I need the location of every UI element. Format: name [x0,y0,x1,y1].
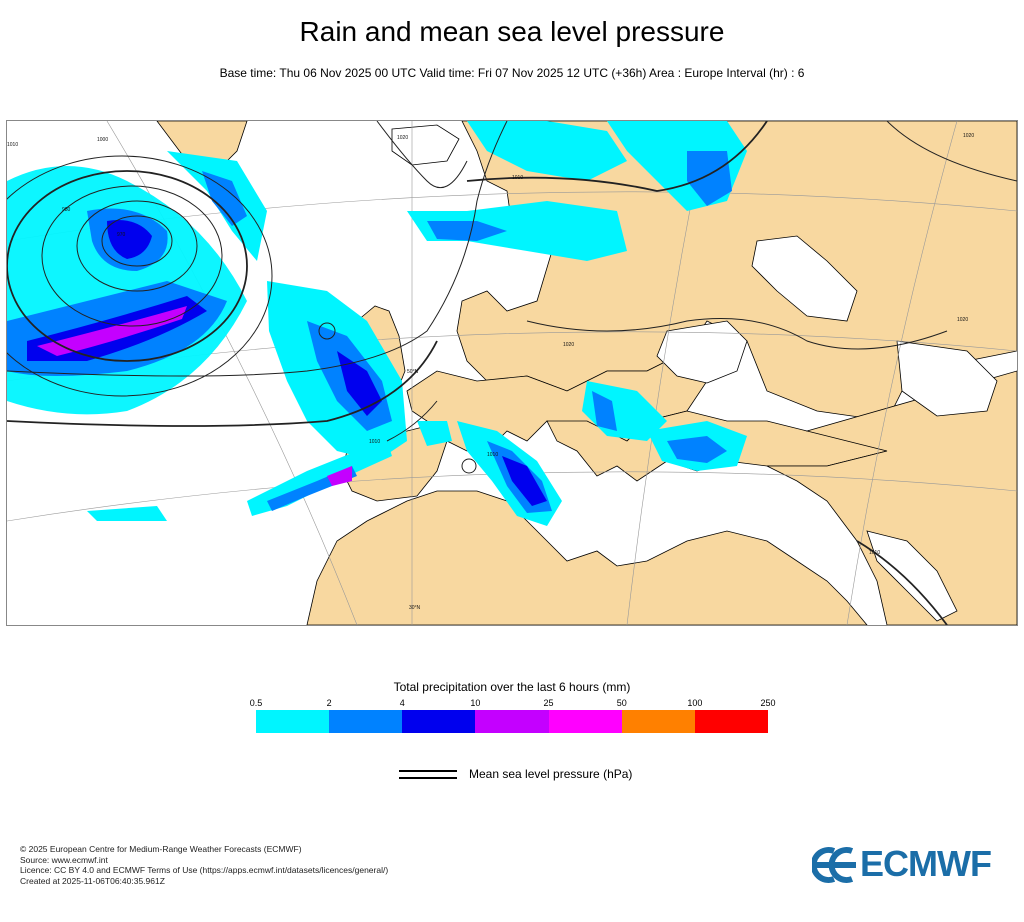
svg-text:1010: 1010 [7,142,18,148]
isobars-layer [7,121,1017,625]
colorbar-label: 100 [687,698,703,708]
colorbar-label: 10 [470,698,481,708]
pressure-line-swatch [399,777,457,779]
colorbar-segment [256,710,330,733]
inland-seas [656,235,998,622]
precipitation-colorbar [256,710,768,733]
isobar-labels: 1020 1020 1020 1020 1010 1010 1010 1010 … [7,133,974,611]
colorbar-label: 4 [399,698,405,708]
svg-text:1020: 1020 [957,317,968,323]
colorbar-label: 25 [543,698,554,708]
pressure-legend-label: Mean sea level pressure (hPa) [469,767,633,781]
svg-text:50°N: 50°N [407,369,419,375]
ecmwf-logo-text: ECMWF [860,843,992,884]
svg-text:1010: 1010 [869,550,880,556]
colorbar-labels: 0.5 2 4 10 25 50 100 250 [250,698,776,710]
svg-text:980: 980 [62,207,71,213]
svg-text:1000: 1000 [97,137,108,143]
svg-text:1020: 1020 [963,133,974,139]
svg-text:1010: 1010 [487,452,498,458]
ecmwf-logo-icon [810,847,856,883]
footer-credits: © 2025 European Centre for Medium-Range … [20,844,388,886]
chart-title: Rain and mean sea level pressure [299,16,725,47]
colorbar-segment [694,710,768,733]
svg-text:1010: 1010 [369,439,380,445]
copyright-text: © 2025 European Centre for Medium-Range … [20,844,302,854]
legend-title: Total precipitation over the last 6 hour… [393,680,631,694]
pressure-line-swatch [399,770,457,772]
svg-text:1010: 1010 [512,175,523,181]
colorbar-label: 2 [326,698,332,708]
ecmwf-logo: ECMWF [810,843,1012,885]
svg-text:970: 970 [117,232,126,238]
licence-text: Licence: CC BY 4.0 and ECMWF Terms of Us… [20,865,389,875]
created-text: Created at 2025-11-06T06:40:35.961Z [20,875,165,886]
colorbar-segment [475,710,549,733]
colorbar-segment [548,710,622,733]
colorbar-segment [402,710,476,733]
map-canvas: 1020 1020 1020 1020 1010 1010 1010 1010 … [7,121,1017,625]
svg-text:30°N: 30°N [409,605,421,611]
svg-text:1020: 1020 [397,135,408,141]
colorbar-segment [621,710,695,733]
svg-text:1020: 1020 [563,342,574,348]
colorbar-label: 0.5 [249,698,263,708]
colorbar-label: 50 [616,698,627,708]
colorbar-label: 250 [760,698,776,708]
chart-subtitle: Base time: Thu 06 Nov 2025 00 UTC Valid … [219,66,805,80]
colorbar-segment [329,710,403,733]
forecast-map: 1020 1020 1020 1020 1010 1010 1010 1010 … [6,120,1018,626]
source-text: Source: www.ecmwf.int [20,854,108,865]
